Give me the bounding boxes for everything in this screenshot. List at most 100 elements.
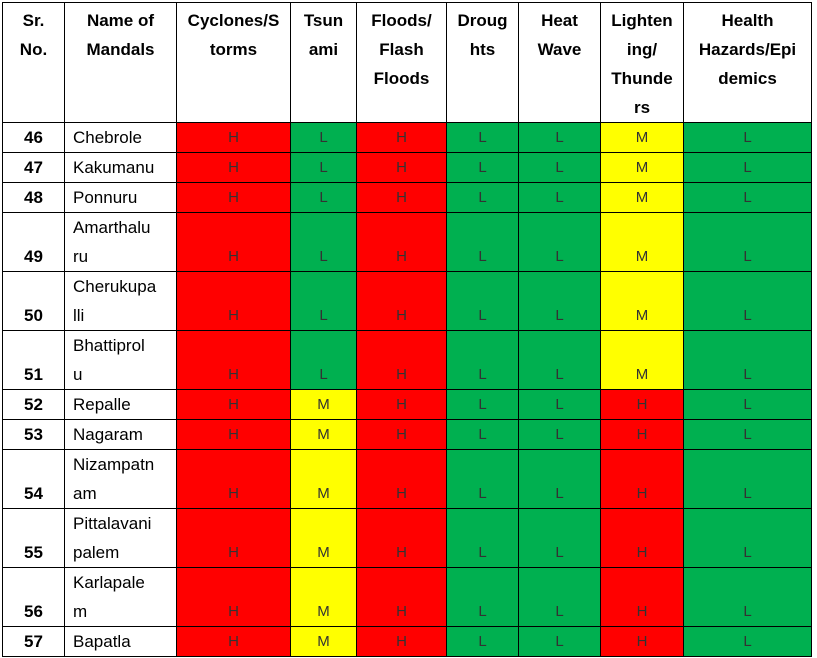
header-line: Floods/: [371, 11, 432, 30]
lightening-level-cell: H: [600, 389, 684, 420]
mandal-name-line: Nizampatn: [73, 455, 155, 474]
mandal-name-cell: Chebrole: [64, 122, 177, 153]
header-line: Cyclones/S: [187, 11, 280, 30]
health-hazards-level-cell: L: [683, 182, 812, 213]
header-line: Floods: [373, 69, 430, 88]
lightening-level-cell: M: [600, 330, 684, 390]
cyclones-level-cell: H: [176, 122, 291, 153]
sr-no-cell: 57: [2, 626, 65, 657]
floods-level-cell: H: [356, 271, 447, 331]
floods-level-cell: H: [356, 567, 447, 627]
mandal-name-line: Karlapale: [73, 573, 145, 592]
heat-wave-level-cell: L: [518, 626, 601, 657]
table-row: 56 Karlapale m H M H L L H L: [2, 567, 812, 627]
header-tsunami: Tsun ami: [290, 2, 357, 123]
header-line: demics: [718, 69, 777, 88]
mandal-name-line: Cherukupa: [73, 277, 157, 296]
droughts-level-cell: L: [446, 122, 519, 153]
mandal-name-line: Repalle: [73, 395, 131, 414]
health-hazards-level-cell: L: [683, 419, 812, 450]
health-hazards-level-cell: L: [683, 567, 812, 627]
heat-wave-level-cell: L: [518, 212, 601, 272]
lightening-level-cell: H: [600, 626, 684, 657]
cyclones-level-cell: H: [176, 389, 291, 420]
sr-no-cell: 55: [2, 508, 65, 568]
mandal-name-line: Nagaram: [73, 425, 143, 444]
header-heat-wave: Heat Wave: [518, 2, 601, 123]
floods-level-cell: H: [356, 122, 447, 153]
header-line: Hazards/Epi: [698, 40, 797, 59]
droughts-level-cell: L: [446, 152, 519, 183]
heat-wave-level-cell: L: [518, 122, 601, 153]
header-line: Droug: [457, 11, 508, 30]
lightening-level-cell: M: [600, 182, 684, 213]
lightening-level-cell: M: [600, 122, 684, 153]
table-row: 51 Bhattiprol u H L H L L M L: [2, 330, 812, 390]
droughts-level-cell: L: [446, 449, 519, 509]
header-line: hts: [469, 40, 496, 59]
droughts-level-cell: L: [446, 389, 519, 420]
mandal-name-line: Kakumanu: [73, 158, 155, 177]
mandal-name-line: Bapatla: [73, 632, 131, 651]
floods-level-cell: H: [356, 152, 447, 183]
heat-wave-level-cell: L: [518, 419, 601, 450]
header-line: Flash: [379, 40, 424, 59]
table-row: 50 Cherukupa lli H L H L L M L: [2, 271, 812, 331]
health-hazards-level-cell: L: [683, 271, 812, 331]
tsunami-level-cell: M: [290, 626, 357, 657]
tsunami-level-cell: M: [290, 567, 357, 627]
mandal-name-line: Chebrole: [73, 128, 142, 147]
cyclones-level-cell: H: [176, 567, 291, 627]
sr-no-cell: 46: [2, 122, 65, 153]
table-row: 52 Repalle H M H L L H L: [2, 389, 812, 420]
heat-wave-level-cell: L: [518, 508, 601, 568]
mandal-name-cell: Ponnuru: [64, 182, 177, 213]
mandal-name-line: u: [73, 365, 83, 384]
floods-level-cell: H: [356, 626, 447, 657]
table-row: 46 Chebrole H L H L L M L: [2, 122, 812, 153]
sr-no-cell: 50: [2, 271, 65, 331]
floods-level-cell: H: [356, 182, 447, 213]
header-line: Tsun: [303, 11, 344, 30]
table-row: 54 Nizampatn am H M H L L H L: [2, 449, 812, 509]
cyclones-level-cell: H: [176, 271, 291, 331]
header-line: ami: [308, 40, 339, 59]
lightening-level-cell: M: [600, 271, 684, 331]
header-sr-no: Sr. No.: [2, 2, 65, 123]
tsunami-level-cell: L: [290, 212, 357, 272]
droughts-level-cell: L: [446, 330, 519, 390]
health-hazards-level-cell: L: [683, 508, 812, 568]
table-row: 47 Kakumanu H L H L L M L: [2, 152, 812, 183]
cyclones-level-cell: H: [176, 182, 291, 213]
health-hazards-level-cell: L: [683, 626, 812, 657]
header-mandal-name: Name of Mandals: [64, 2, 177, 123]
table-row: 55 Pittalavani palem H M H L L H L: [2, 508, 812, 568]
lightening-level-cell: H: [600, 419, 684, 450]
mandal-name-line: lli: [73, 306, 85, 325]
mandal-name-cell: Pittalavani palem: [64, 508, 177, 568]
lightening-level-cell: M: [600, 152, 684, 183]
table-row: 48 Ponnuru H L H L L M L: [2, 182, 812, 213]
table-row: 53 Nagaram H M H L L H L: [2, 419, 812, 450]
header-line: Heat: [541, 11, 578, 30]
droughts-level-cell: L: [446, 508, 519, 568]
cyclones-level-cell: H: [176, 152, 291, 183]
lightening-level-cell: H: [600, 508, 684, 568]
tsunami-level-cell: L: [290, 182, 357, 213]
heat-wave-level-cell: L: [518, 271, 601, 331]
header-line: Sr.: [22, 11, 45, 30]
sr-no-cell: 54: [2, 449, 65, 509]
sr-no-cell: 47: [2, 152, 65, 183]
mandal-name-line: palem: [73, 543, 120, 562]
sr-no-cell: 52: [2, 389, 65, 420]
heat-wave-level-cell: L: [518, 182, 601, 213]
droughts-level-cell: L: [446, 419, 519, 450]
sr-no-cell: 48: [2, 182, 65, 213]
table-row: 49 Amarthalu ru H L H L L M L: [2, 212, 812, 272]
sr-no-cell: 51: [2, 330, 65, 390]
table-header-row: Sr. No. Name of Mandals Cyclones/S torms Ts…: [2, 2, 812, 123]
mandal-name-cell: Repalle: [64, 389, 177, 420]
header-line: Health: [721, 11, 774, 30]
mandal-name-cell: Amarthalu ru: [64, 212, 177, 272]
